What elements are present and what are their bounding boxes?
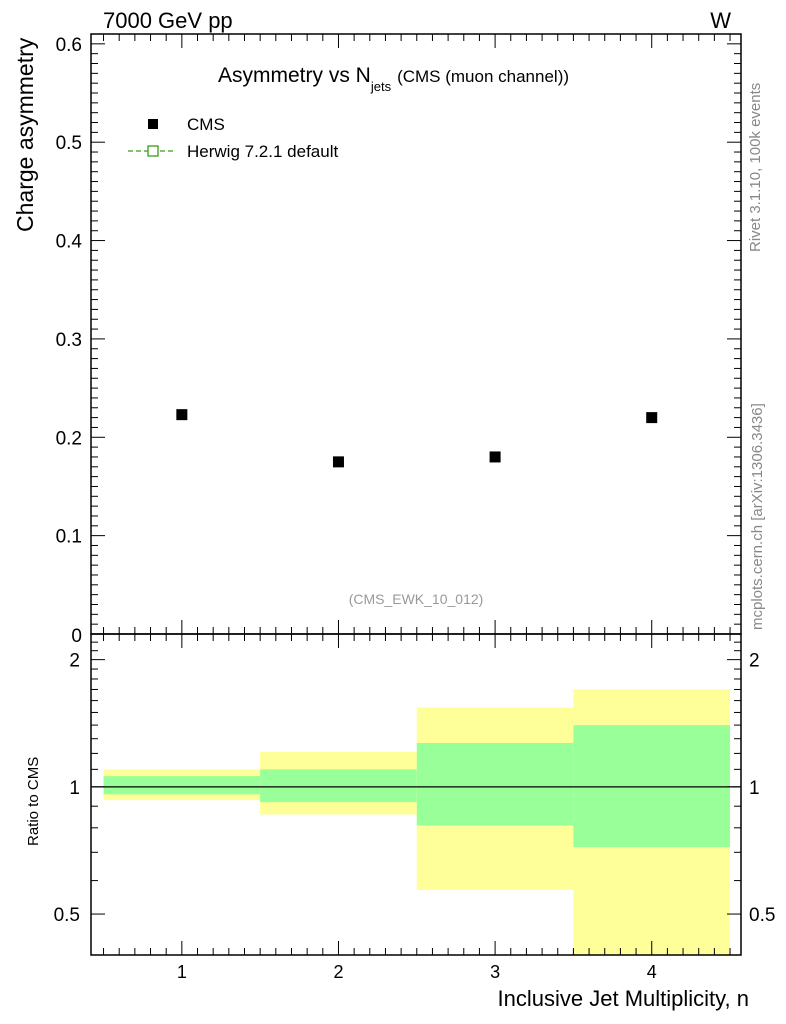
ratio-inner-band-3 <box>416 742 574 826</box>
y-tick-label-0.4: 0.4 <box>56 232 83 253</box>
y-axis-title: Charge asymmetry <box>12 37 38 232</box>
legend-herwig-label: Herwig 7.2.1 default <box>187 142 338 161</box>
x-axis-title: Inclusive Jet Multiplicity, n <box>498 986 749 1011</box>
y-tick-label-0.1: 0.1 <box>56 527 82 548</box>
y-tick-label-0.3: 0.3 <box>56 330 82 351</box>
ratio-y-tick-label-right-0.5: 0.5 <box>749 905 775 926</box>
mcplots-label: mcplots.cern.ch [arXiv:1306.3436] <box>749 403 766 630</box>
x-tick-label-3: 3 <box>490 962 500 982</box>
cms-point-1 <box>176 409 188 421</box>
legend-herwig-marker <box>147 145 159 157</box>
axis-ticks <box>91 33 741 956</box>
cms-data-points <box>176 409 658 468</box>
ratio-bands <box>103 689 731 955</box>
y-tick-label-0.2: 0.2 <box>56 428 82 449</box>
ratio-y-axis-title: Ratio to CMS <box>25 757 42 846</box>
ratio-y-tick-label-2: 2 <box>69 651 80 672</box>
y-tick-label-0.5: 0.5 <box>56 133 82 154</box>
chart-title-sub: jets <box>370 79 392 94</box>
ratio-y-tick-label-right-2: 2 <box>749 651 760 672</box>
chart-title-main: Asymmetry vs N <box>218 64 371 87</box>
axis-tick-labels: 1 2 3 4 0.1 0.2 0.3 0.4 0.5 0.6 0 0.5 0.5 1 1 2 2 <box>54 35 776 982</box>
ratio-inner-band-1 <box>103 776 261 795</box>
legend: CMS Herwig 7.2.1 default <box>128 115 338 161</box>
cms-point-4 <box>646 412 658 424</box>
cms-point-3 <box>489 451 501 463</box>
ratio-y-tick-label-0.5: 0.5 <box>54 905 80 926</box>
ratio-inner-band-4 <box>573 725 731 848</box>
ratio-y-tick-label-1: 1 <box>69 778 80 799</box>
x-tick-label-4: 4 <box>647 962 657 982</box>
legend-cms-label: CMS <box>187 115 225 134</box>
legend-cms-marker <box>148 119 158 129</box>
cms-point-2 <box>332 456 344 468</box>
x-tick-label-1: 1 <box>177 962 187 982</box>
chart-title: Asymmetry vs Njets (CMS (muon channel)) <box>218 64 569 94</box>
y-tick-label-0: 0 <box>71 626 82 647</box>
y-tick-label-0.6: 0.6 <box>56 35 82 56</box>
chart-title-suffix: (CMS (muon channel)) <box>397 67 569 86</box>
analysis-tag: (CMS_EWK_10_012) <box>349 591 484 607</box>
process-label: W <box>710 8 731 33</box>
ratio-inner-band-2 <box>260 769 417 803</box>
rivet-label: Rivet 3.1.10, 100k events <box>747 83 764 252</box>
ratio-plot-frame <box>90 633 742 956</box>
ratio-y-tick-label-right-1: 1 <box>749 778 760 799</box>
x-tick-label-2: 2 <box>333 962 343 982</box>
energy-label: 7000 GeV pp <box>103 8 233 33</box>
